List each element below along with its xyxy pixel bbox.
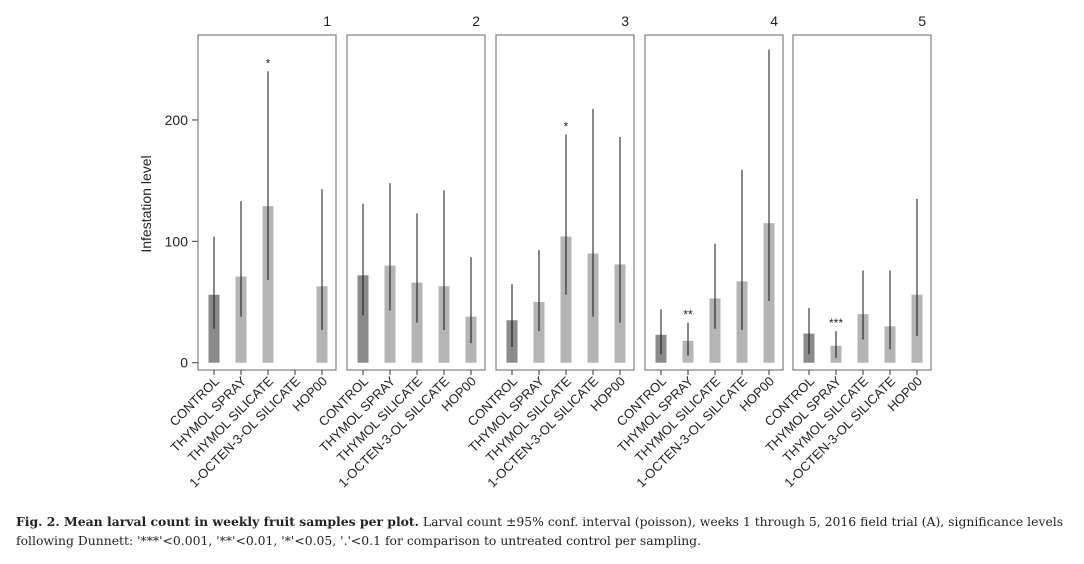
bar: [533, 302, 545, 363]
panel-title: 2: [472, 13, 480, 29]
bar: [709, 298, 721, 363]
panel-frame: [197, 34, 337, 371]
panel-title: 5: [918, 13, 926, 29]
significance-label: **: [683, 308, 693, 322]
y-tick-label: 0: [180, 355, 188, 371]
significance-label: *: [266, 56, 271, 70]
caption-title: Fig. 2. Mean larval count in weekly frui…: [16, 514, 419, 529]
panel-title: 4: [770, 13, 778, 29]
y-axis-ticks: 0 100 200: [165, 112, 198, 371]
y-tick-label: 200: [165, 112, 189, 128]
bar: [357, 275, 369, 363]
bar: [560, 236, 572, 363]
figure-caption: Fig. 2. Mean larval count in weekly frui…: [16, 512, 1076, 550]
panel-frame: [792, 34, 932, 371]
significance-label: *: [564, 120, 569, 134]
panel-frame: [644, 34, 784, 371]
bar: [262, 206, 274, 363]
panel-title: 1: [323, 13, 331, 29]
y-tick-label: 100: [165, 233, 189, 249]
significance-label: ***: [829, 316, 843, 330]
caption-text: Larval count ±95% conf. interval (poisso…: [16, 514, 1064, 548]
infestation-chart: Infestation level 0 100 200 1CONTROLTHYMOL…: [138, 13, 932, 490]
panel-frame: [346, 34, 486, 371]
bar: [384, 265, 396, 363]
panel-title: 3: [621, 13, 629, 29]
bar: [235, 276, 247, 363]
panel-frame: [495, 34, 635, 371]
y-axis-label: Infestation level: [138, 155, 154, 252]
